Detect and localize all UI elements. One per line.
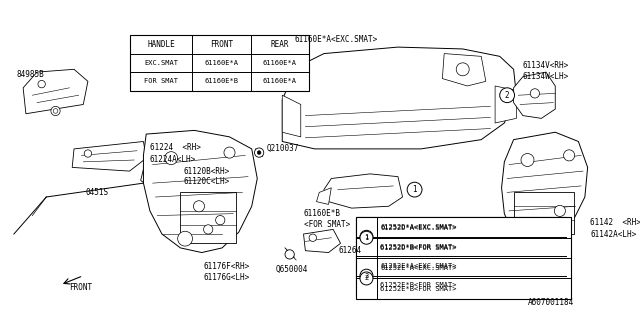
Circle shape bbox=[38, 80, 45, 88]
Bar bbox=[514, 192, 573, 234]
Text: 0451S: 0451S bbox=[85, 188, 108, 197]
Text: REAR: REAR bbox=[271, 40, 289, 49]
Circle shape bbox=[285, 250, 294, 259]
Text: 61224  <RH>: 61224 <RH> bbox=[150, 143, 201, 152]
Text: 61252E*B<FOR SMAT>: 61252E*B<FOR SMAT> bbox=[380, 282, 457, 288]
Text: 61264: 61264 bbox=[339, 246, 362, 255]
Bar bbox=[180, 192, 236, 243]
Text: 61252D*A<EXC.SMAT>: 61252D*A<EXC.SMAT> bbox=[380, 224, 457, 230]
Text: 61120B<RH>: 61120B<RH> bbox=[183, 167, 230, 176]
Text: 61252D*A<EXC.SMAT>: 61252D*A<EXC.SMAT> bbox=[380, 225, 457, 230]
Circle shape bbox=[564, 150, 575, 161]
Circle shape bbox=[224, 147, 235, 158]
Circle shape bbox=[257, 151, 261, 155]
Polygon shape bbox=[143, 130, 257, 252]
Circle shape bbox=[178, 231, 193, 246]
Text: 61142A<LH>: 61142A<LH> bbox=[591, 229, 637, 238]
Polygon shape bbox=[141, 164, 178, 190]
Circle shape bbox=[529, 217, 544, 232]
Text: 61120C<LH>: 61120C<LH> bbox=[183, 177, 230, 186]
Polygon shape bbox=[282, 95, 301, 137]
Circle shape bbox=[554, 205, 565, 216]
Polygon shape bbox=[303, 229, 340, 252]
Text: 2: 2 bbox=[364, 276, 369, 282]
Text: 61142  <RH>: 61142 <RH> bbox=[591, 219, 640, 228]
Text: EXC.SMAT: EXC.SMAT bbox=[144, 60, 178, 66]
Circle shape bbox=[53, 108, 58, 113]
Circle shape bbox=[309, 234, 317, 241]
Polygon shape bbox=[324, 174, 403, 208]
Polygon shape bbox=[442, 53, 486, 86]
Circle shape bbox=[216, 216, 225, 225]
Text: 84985B: 84985B bbox=[17, 70, 44, 79]
Circle shape bbox=[456, 63, 469, 76]
Text: 1: 1 bbox=[364, 235, 369, 241]
Text: 61160E*B: 61160E*B bbox=[303, 209, 340, 218]
Text: 61176G<LH>: 61176G<LH> bbox=[204, 273, 250, 282]
Text: 61160E*B: 61160E*B bbox=[205, 78, 239, 84]
Text: Q650004: Q650004 bbox=[276, 265, 308, 274]
Bar bbox=[129, 35, 309, 91]
Text: 61134V<RH>: 61134V<RH> bbox=[523, 61, 569, 70]
Text: 1: 1 bbox=[412, 185, 417, 194]
Circle shape bbox=[531, 89, 540, 98]
Text: 61252E*B<FOR SMAT>: 61252E*B<FOR SMAT> bbox=[380, 286, 457, 292]
Text: 61160E*A: 61160E*A bbox=[205, 60, 239, 66]
Text: FOR SMAT: FOR SMAT bbox=[144, 78, 178, 84]
Circle shape bbox=[360, 272, 373, 285]
Text: 61160E*A<EXC.SMAT>: 61160E*A<EXC.SMAT> bbox=[294, 35, 378, 44]
Text: 61252E*A<EXC.SMAT>: 61252E*A<EXC.SMAT> bbox=[380, 265, 457, 271]
Text: 61252D*B<FOR SMAT>: 61252D*B<FOR SMAT> bbox=[380, 245, 457, 251]
Text: 61224A<LH>: 61224A<LH> bbox=[150, 156, 196, 164]
Bar bbox=[356, 217, 566, 295]
Circle shape bbox=[164, 152, 178, 164]
Text: 1: 1 bbox=[364, 234, 369, 240]
Text: 61134W<LH>: 61134W<LH> bbox=[523, 72, 569, 81]
Text: FRONT: FRONT bbox=[69, 283, 93, 292]
Circle shape bbox=[84, 150, 92, 157]
Polygon shape bbox=[502, 132, 588, 243]
Text: 61160E*A: 61160E*A bbox=[263, 60, 297, 66]
Polygon shape bbox=[72, 141, 146, 171]
Text: 2: 2 bbox=[505, 91, 509, 100]
Text: HANDLE: HANDLE bbox=[147, 40, 175, 49]
Circle shape bbox=[407, 182, 422, 197]
Circle shape bbox=[360, 231, 373, 244]
Circle shape bbox=[193, 201, 205, 212]
Text: 61160E*A: 61160E*A bbox=[263, 78, 297, 84]
Polygon shape bbox=[495, 86, 516, 123]
Text: 61176F<RH>: 61176F<RH> bbox=[204, 262, 250, 271]
Text: FRONT: FRONT bbox=[210, 40, 233, 49]
Text: 61252D*B<FOR SMAT>: 61252D*B<FOR SMAT> bbox=[380, 244, 457, 250]
Text: 61252E*A<EXC.SMAT>: 61252E*A<EXC.SMAT> bbox=[380, 263, 457, 269]
Circle shape bbox=[204, 225, 213, 234]
Circle shape bbox=[500, 88, 515, 103]
Circle shape bbox=[360, 269, 373, 282]
Circle shape bbox=[255, 148, 264, 157]
Circle shape bbox=[521, 154, 534, 166]
Text: Q210037: Q210037 bbox=[266, 144, 299, 153]
Polygon shape bbox=[282, 47, 516, 149]
Text: <FOR SMAT>: <FOR SMAT> bbox=[303, 220, 350, 229]
Polygon shape bbox=[317, 188, 332, 204]
Bar bbox=[356, 217, 571, 299]
Text: 2: 2 bbox=[364, 273, 369, 279]
Polygon shape bbox=[514, 72, 556, 118]
Polygon shape bbox=[23, 69, 88, 114]
Circle shape bbox=[51, 106, 60, 116]
Text: A607001184: A607001184 bbox=[527, 298, 573, 307]
Circle shape bbox=[360, 230, 373, 243]
